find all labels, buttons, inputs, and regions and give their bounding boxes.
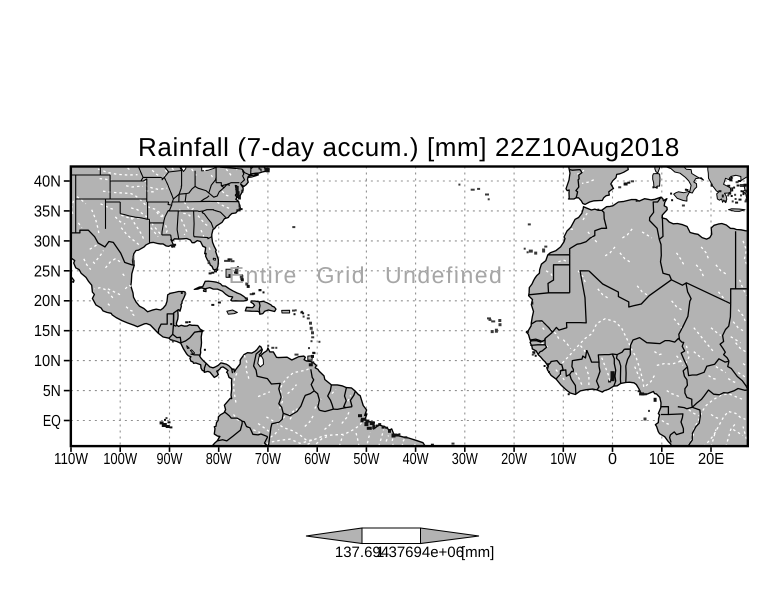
svg-text:25N: 25N [34,263,61,280]
svg-text:137.694: 137.694 [335,544,389,561]
svg-text:5N: 5N [43,383,61,400]
svg-text:100W: 100W [103,451,138,468]
svg-text:20W: 20W [501,451,528,468]
svg-text:60W: 60W [304,451,331,468]
svg-text:70W: 70W [255,451,282,468]
svg-text:40W: 40W [403,451,430,468]
svg-text:15N: 15N [34,323,61,340]
svg-text:40N: 40N [34,174,61,191]
svg-text:10W: 10W [550,451,577,468]
svg-text:Rainfall (7-day accum.) [mm] 2: Rainfall (7-day accum.) [mm] 22Z10Aug201… [138,132,680,162]
svg-text:90W: 90W [157,451,184,468]
svg-text:10N: 10N [34,353,61,370]
svg-text:1.37694e+06: 1.37694e+06 [376,544,464,561]
svg-text:EQ: EQ [43,413,61,430]
svg-text:20E: 20E [698,451,724,468]
svg-text:110W: 110W [54,451,89,468]
svg-text:Entire Grid Undefined: Entire Grid Undefined [229,262,504,288]
svg-text:30W: 30W [452,451,479,468]
svg-text:[mm]: [mm] [461,544,494,561]
svg-text:80W: 80W [206,451,233,468]
svg-text:50W: 50W [353,451,380,468]
svg-text:30N: 30N [34,233,61,250]
svg-text:20N: 20N [34,293,61,310]
svg-text:0: 0 [608,451,617,468]
svg-text:10E: 10E [649,451,675,468]
svg-text:35N: 35N [34,203,61,220]
